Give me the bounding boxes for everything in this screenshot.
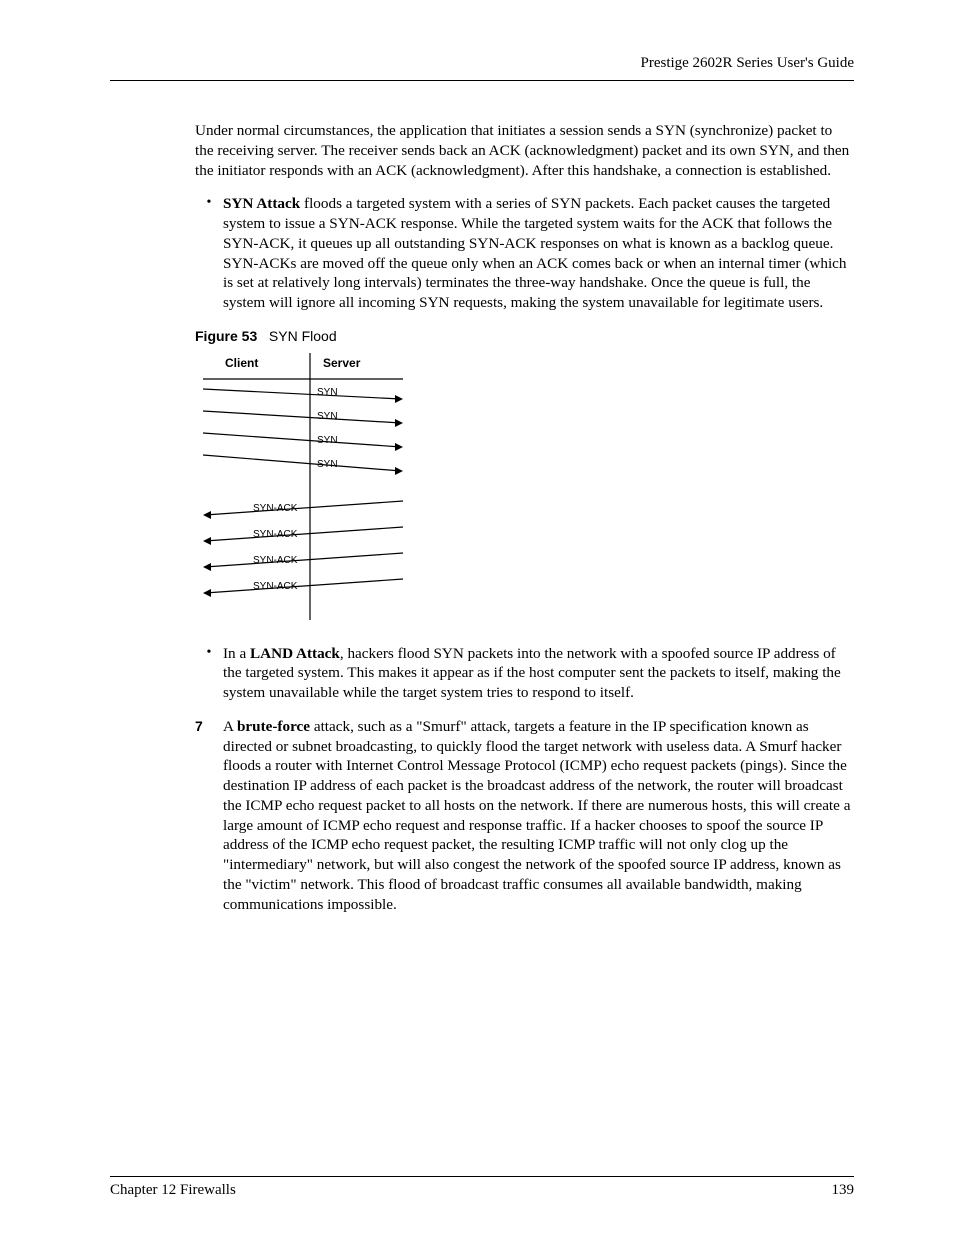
bullet-syn-attack: • SYN Attack floods a targeted system wi… (195, 194, 854, 313)
land-pre: In a (223, 645, 250, 662)
land-bold: LAND Attack (250, 645, 340, 662)
svg-text:SYN: SYN (317, 387, 338, 398)
svg-text:SYN-ACK: SYN-ACK (253, 555, 298, 566)
svg-text:Client: Client (225, 356, 258, 370)
bullet-syn-content: SYN Attack floods a targeted system with… (223, 194, 854, 313)
header-right-text: Prestige 2602R Series User's Guide (640, 55, 854, 71)
syn-attack-rest: floods a targeted system with a series o… (223, 195, 847, 311)
bf-bold: brute-force (237, 718, 310, 735)
page-header: Prestige 2602R Series User's Guide (110, 55, 854, 80)
syn-attack-bold: SYN Attack (223, 195, 300, 212)
body-content: Under normal circumstances, the applicat… (195, 121, 854, 914)
intro-paragraph: Under normal circumstances, the applicat… (195, 121, 854, 180)
page: Prestige 2602R Series User's Guide Under… (0, 0, 954, 1235)
bullet-mark: • (195, 194, 223, 313)
bf-post: attack, such as a "Smurf" attack, target… (223, 718, 850, 913)
bullet-land-content: In a LAND Attack, hackers flood SYN pack… (223, 644, 854, 703)
bf-pre: A (223, 718, 237, 735)
svg-text:SYN: SYN (317, 459, 338, 470)
footer-left: Chapter 12 Firewalls (110, 1182, 236, 1199)
item-7-content: A brute-force attack, such as a "Smurf" … (223, 717, 854, 915)
header-rule (110, 80, 854, 81)
figure-title: SYN Flood (269, 328, 337, 344)
svg-text:SYN: SYN (317, 435, 338, 446)
svg-text:SYN-ACK: SYN-ACK (253, 503, 298, 514)
svg-text:SYN: SYN (317, 411, 338, 422)
item-7-brute-force: 7 A brute-force attack, such as a "Smurf… (195, 717, 854, 915)
figure-caption: Figure 53 SYN Flood (195, 327, 854, 345)
footer-right: 139 (832, 1182, 855, 1199)
bullet-mark: • (195, 644, 223, 703)
svg-text:SYN-ACK: SYN-ACK (253, 581, 298, 592)
footer-rule (110, 1176, 854, 1177)
svg-text:Server: Server (323, 356, 361, 370)
syn-flood-diagram: Client Server SYN SYN SYN SYN SYN-ACK SYN-ACK SY… (195, 351, 415, 626)
bullet-land-attack: • In a LAND Attack, hackers flood SYN pa… (195, 644, 854, 703)
figure-label: Figure 53 (195, 328, 257, 344)
item-number: 7 (195, 717, 223, 915)
page-footer: Chapter 12 Firewalls 139 (110, 1182, 854, 1199)
svg-text:SYN-ACK: SYN-ACK (253, 529, 298, 540)
